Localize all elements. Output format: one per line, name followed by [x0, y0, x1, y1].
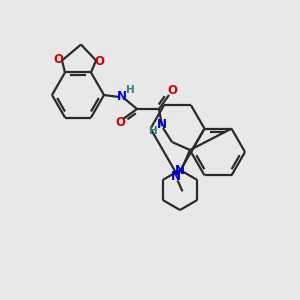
Text: H: H	[148, 126, 158, 136]
Text: O: O	[167, 85, 177, 98]
Text: N: N	[175, 164, 185, 176]
Text: N: N	[170, 170, 181, 183]
Text: H: H	[126, 85, 134, 95]
Text: O: O	[53, 53, 63, 66]
Text: O: O	[115, 116, 125, 130]
Text: N: N	[117, 91, 127, 103]
Text: N: N	[157, 118, 167, 130]
Text: O: O	[94, 55, 104, 68]
